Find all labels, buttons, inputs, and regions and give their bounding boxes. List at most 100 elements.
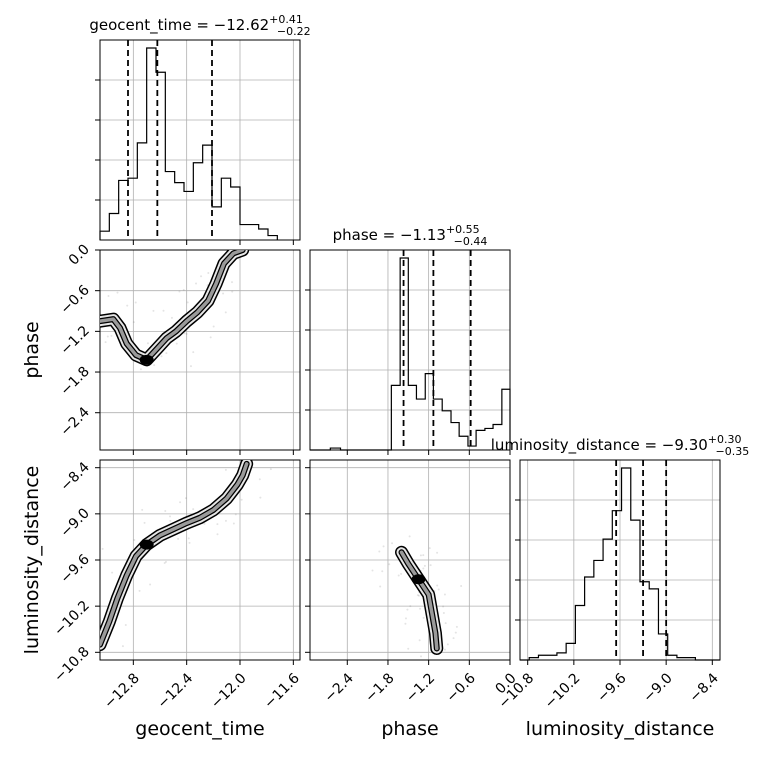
- sample-point: [183, 332, 186, 335]
- sample-point: [189, 365, 192, 368]
- panel-frame: [309, 249, 511, 451]
- histogram-panel-phase: [305, 249, 511, 455]
- sample-point: [124, 624, 127, 627]
- joint-panel-luminosity_distance_vs_phase: [305, 459, 511, 665]
- sample-point: [232, 522, 235, 525]
- sample-point: [138, 589, 141, 592]
- y-tick-label-phase: −0.6: [57, 282, 92, 317]
- joint-contents: [94, 241, 250, 371]
- sample-point: [149, 583, 152, 586]
- y-tick-label-phase: −2.4: [57, 404, 92, 439]
- contour-outer: [100, 460, 254, 652]
- sample-point: [89, 626, 91, 628]
- contour-fill-dark: [100, 250, 245, 362]
- sample-point: [443, 593, 446, 596]
- sample-point: [106, 335, 109, 338]
- sample-point: [110, 334, 113, 337]
- sample-point: [91, 645, 93, 647]
- sample-point: [141, 508, 144, 511]
- y-tick-label-luminosity_distance: −10.2: [51, 598, 93, 640]
- sample-point: [216, 533, 219, 536]
- sample-point: [446, 643, 449, 646]
- sample-point: [97, 646, 99, 648]
- sample-point: [442, 605, 445, 608]
- sample-point: [240, 498, 243, 501]
- sample-point: [185, 332, 188, 335]
- histogram-steps: [310, 257, 511, 451]
- title-main: phase = −1.13: [333, 226, 446, 244]
- x-tick-label-luminosity_distance: −9.0: [640, 670, 675, 705]
- x-tick-label-luminosity_distance: −9.6: [594, 670, 629, 705]
- sample-point: [192, 351, 195, 354]
- sample-point: [195, 282, 198, 285]
- y-tick-label-luminosity_distance: −9.6: [57, 551, 92, 586]
- sample-point: [121, 645, 124, 648]
- sample-point: [153, 364, 156, 367]
- sample-point: [231, 290, 234, 293]
- sample-point: [116, 291, 119, 294]
- sample-point: [382, 545, 385, 548]
- sample-point: [152, 309, 155, 312]
- sample-point: [169, 515, 172, 518]
- title-plus: +0.41: [269, 13, 303, 26]
- histogram-panel-geocent_time: [95, 39, 301, 245]
- sample-point: [164, 510, 167, 513]
- density-peak: [411, 574, 426, 585]
- sample-point: [206, 241, 208, 243]
- y-tick-label-luminosity_distance: −8.4: [57, 459, 92, 494]
- sample-point: [238, 247, 240, 249]
- sample-point: [437, 588, 440, 591]
- sample-point: [96, 554, 98, 556]
- sample-point: [452, 637, 455, 640]
- sample-point: [222, 292, 225, 295]
- sample-point: [177, 537, 180, 540]
- panel-title-text: luminosity_distance = −9.30+0.30 −0.35: [491, 433, 749, 458]
- sample-point: [203, 244, 205, 246]
- sample-point: [187, 537, 190, 540]
- panel-title-geocent_time: geocent_time = −12.62+0.41 −0.22: [89, 13, 310, 38]
- sample-point: [94, 323, 96, 325]
- sample-point: [391, 542, 394, 545]
- sample-point: [436, 584, 439, 587]
- sample-point: [164, 560, 167, 563]
- contour-fill-dark: [399, 550, 439, 651]
- sample-point: [231, 281, 234, 284]
- title-minus: −0.44: [454, 235, 488, 248]
- sample-point: [408, 535, 411, 538]
- sample-point: [184, 497, 187, 500]
- sample-point: [404, 617, 407, 620]
- panel-frame: [99, 249, 301, 451]
- sample-point: [455, 625, 458, 628]
- x-tick-label-geocent_time: −12.8: [101, 670, 143, 712]
- sample-point: [186, 301, 189, 304]
- title-main: luminosity_distance = −9.30: [491, 436, 708, 455]
- joint-panel-luminosity_distance_vs_geocent_time: [89, 459, 301, 665]
- sample-point: [460, 585, 463, 588]
- sample-point: [162, 309, 165, 312]
- panel-title-text: phase = −1.13+0.55 −0.44: [333, 223, 488, 248]
- x-tick-label-luminosity_distance: −8.4: [687, 670, 722, 705]
- sample-point: [200, 275, 203, 278]
- sample-point: [160, 355, 163, 358]
- sample-point: [420, 655, 423, 658]
- sample-point: [407, 647, 410, 650]
- title-minus: −0.35: [716, 445, 750, 458]
- sample-point: [111, 571, 114, 574]
- y-axis-label-luminosity_distance: luminosity_distance: [21, 466, 43, 655]
- y-tick-label-luminosity_distance: −10.8: [51, 644, 93, 686]
- sample-point: [234, 513, 237, 516]
- x-axis-label-phase: phase: [381, 718, 438, 740]
- sample-point: [146, 342, 149, 345]
- sample-point: [422, 567, 425, 570]
- sample-point: [371, 569, 374, 572]
- panel-frame: [99, 39, 301, 241]
- x-tick-label-geocent_time: −12.0: [208, 670, 250, 712]
- sample-point: [170, 316, 173, 319]
- sample-point: [216, 523, 219, 526]
- sample-point: [179, 501, 182, 504]
- x-tick-label-phase: −1.2: [403, 670, 438, 705]
- sample-point: [139, 368, 142, 371]
- sample-point: [443, 648, 446, 651]
- x-tick-label-phase: −1.8: [362, 670, 397, 705]
